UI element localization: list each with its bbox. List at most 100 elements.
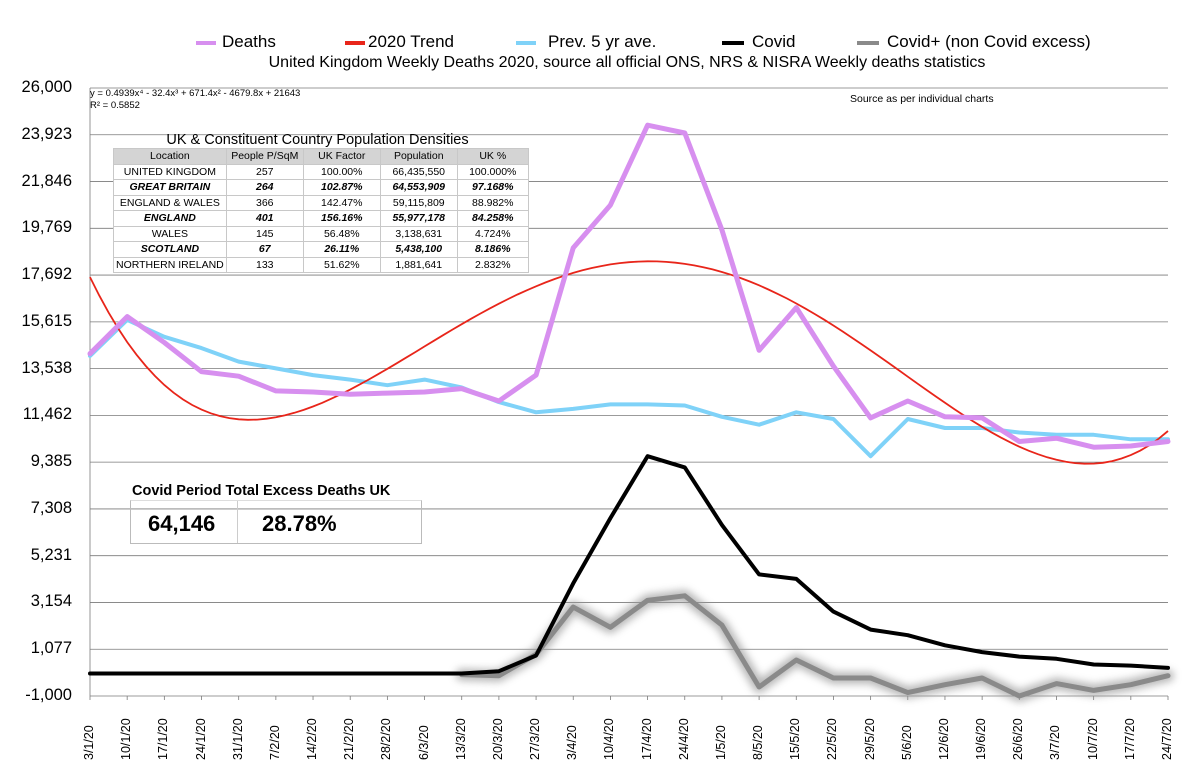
y-tick-label-11: 3,154 (30, 592, 72, 611)
table-cell: 366 (225, 194, 304, 211)
table-cell: 67 (225, 241, 304, 258)
series-covid-line (88, 454, 1170, 676)
legend-swatch-prev5 (516, 41, 536, 45)
x-tick-label-10: 13/3/20 (453, 718, 468, 760)
population-table: Location People P/SqM UK Factor Populati… (113, 148, 529, 273)
table-cell: 2.832% (456, 256, 529, 273)
table-row: WALES 145 56.48% 3,138,631 4.724% (113, 225, 529, 242)
y-tick-label-12: 1,077 (30, 639, 72, 658)
y-tick-label-5: 15,615 (21, 311, 72, 330)
x-tick-label-2: 17/1/20 (156, 718, 171, 760)
table-cell: 55,977,178 (379, 210, 458, 227)
series-prev5-line (88, 317, 1170, 459)
table-cell: ENGLAND (113, 210, 227, 227)
table-row: SCOTLAND 67 26.11% 5,438,100 8.186% (113, 241, 529, 258)
table-row: GREAT BRITAIN 264 102.87% 64,553,909 97.168% (113, 179, 529, 196)
col-density: People P/SqM (225, 148, 304, 165)
x-tick-label-17: 1/5/20 (713, 725, 728, 760)
x-tick-label-4: 31/1/20 (230, 718, 245, 760)
table-cell: ENGLAND & WALES (113, 194, 227, 211)
series-layer (87, 122, 1174, 702)
x-tick-label-20: 22/5/20 (825, 718, 840, 760)
table-cell: 156.16% (302, 210, 381, 227)
excess-box-title: Covid Period Total Excess Deaths UK (132, 483, 391, 499)
legend-label-covid: Covid (752, 32, 796, 51)
y-tick-label-6: 13,538 (21, 358, 72, 377)
table-cell: 100.00% (302, 163, 381, 180)
chart-subtitle: United Kingdom Weekly Deaths 2020, sourc… (268, 54, 986, 71)
table-cell: 64,553,909 (379, 179, 458, 196)
table-cell: 56.48% (302, 225, 381, 242)
y-tick-label-4: 17,692 (21, 265, 72, 284)
series-covid-plus-line (459, 593, 1171, 699)
y-tick-label-10: 5,231 (30, 545, 72, 564)
table-cell: 257 (225, 163, 304, 180)
legend-swatch-deaths (196, 41, 216, 45)
excess-box-divider (237, 501, 238, 543)
y-tick-label-1: 23,923 (21, 124, 72, 143)
table-cell: 8.186% (456, 241, 529, 258)
x-tick-label-6: 14/2/20 (305, 718, 320, 760)
x-tick-label-22: 5/6/20 (899, 725, 914, 760)
table-cell: SCOTLAND (113, 241, 227, 258)
col-uk-pct: UK % (456, 148, 529, 165)
x-tick-label-0: 3/1/20 (82, 725, 96, 760)
x-tick-label-28: 17/7/20 (1122, 718, 1137, 760)
x-tick-label-12: 27/3/20 (528, 718, 543, 760)
y-tick-label-7: 11,462 (22, 405, 72, 424)
legend-swatch-covid (722, 41, 744, 45)
table-cell: 264 (225, 179, 304, 196)
x-tick-label-18: 8/5/20 (751, 725, 766, 760)
population-table-title: UK & Constituent Country Population Dens… (166, 132, 469, 148)
y-tick-label-2: 21,846 (21, 171, 72, 190)
table-row: ENGLAND 401 156.16% 55,977,178 84.258% (113, 210, 529, 227)
legend-label-deaths: Deaths (222, 32, 276, 51)
table-cell: 133 (225, 256, 304, 273)
x-tick-label-25: 26/6/20 (1011, 718, 1026, 760)
x-tick-label-15: 17/4/20 (639, 718, 654, 760)
col-population: Population (379, 148, 458, 165)
excess-box (130, 500, 422, 544)
y-tick-label-9: 7,308 (30, 498, 72, 517)
y-tick-label-13: -1,000 (25, 686, 72, 704)
col-factor: UK Factor (302, 148, 381, 165)
col-location: Location (113, 148, 227, 165)
x-tick-label-29: 24/7/20 (1160, 718, 1174, 760)
table-cell: 97.168% (456, 179, 529, 196)
trend-equation-formula: y = 0.4939x⁴ - 32.4x³ + 671.4x² - 4679.8… (90, 88, 301, 99)
x-tick-label-19: 15/5/20 (788, 718, 803, 760)
y-tick-label-8: 9,385 (30, 452, 72, 471)
x-tick-label-21: 29/5/20 (862, 718, 877, 760)
table-cell: 142.47% (302, 194, 381, 211)
x-tick-label-13: 3/4/20 (565, 725, 580, 760)
table-cell: GREAT BRITAIN (113, 179, 227, 196)
table-cell: 100.000% (456, 163, 529, 180)
table-cell: 66,435,550 (379, 163, 458, 180)
legend-label-covid-plus: Covid+ (non Covid excess) (887, 32, 1091, 51)
series-deaths-line (87, 122, 1171, 450)
gridlines (89, 87, 1169, 700)
x-tick-label-9: 6/3/20 (416, 725, 431, 760)
legend-swatch-trend (345, 41, 365, 45)
excess-total: 64,146 (148, 511, 216, 536)
table-cell: 5,438,100 (379, 241, 458, 258)
x-tick-label-3: 24/1/20 (193, 718, 208, 760)
table-cell: 1,881,641 (379, 256, 458, 273)
series-trend-line (89, 260, 1169, 465)
legend-swatch-covid-plus (857, 41, 879, 45)
table-cell: NORTHERN IRELAND (113, 256, 227, 273)
x-tick-label-24: 19/6/20 (974, 718, 989, 760)
x-tick-label-23: 12/6/20 (936, 718, 951, 760)
source-note: Source as per individual charts (850, 93, 994, 105)
table-cell: 3,138,631 (379, 225, 458, 242)
table-cell: 51.62% (302, 256, 381, 273)
table-cell: 84.258% (456, 210, 529, 227)
table-cell: 88.982% (456, 194, 529, 211)
trend-equation-r2: R² = 0.5852 (90, 100, 140, 111)
table-cell: 102.87% (302, 179, 381, 196)
legend-label-trend: 2020 Trend (368, 32, 455, 51)
table-cell: 26.11% (302, 241, 381, 258)
x-tick-label-11: 20/3/20 (490, 718, 505, 760)
table-row: UNITED KINGDOM 257 100.00% 66,435,550 100.00… (113, 163, 529, 180)
table-cell: 59,115,809 (379, 194, 458, 211)
